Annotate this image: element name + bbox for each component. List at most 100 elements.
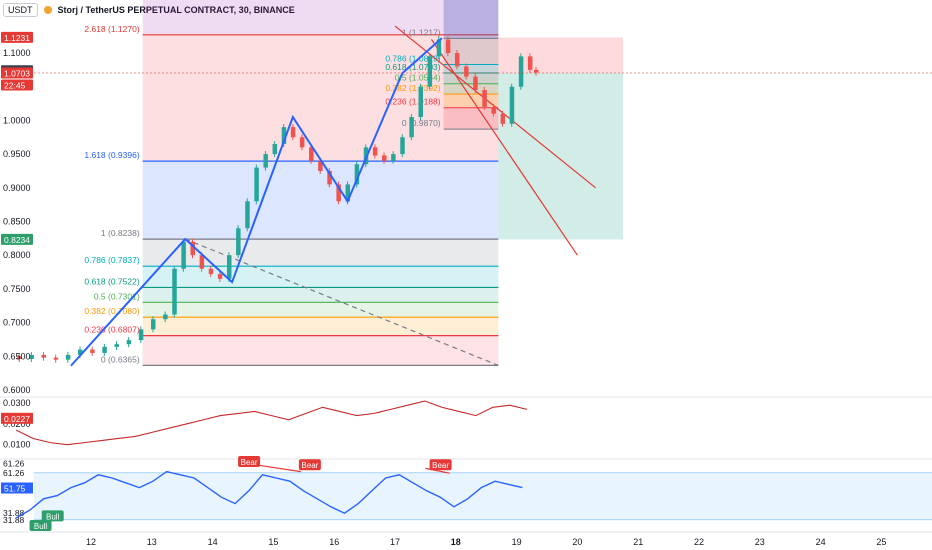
small-fib-label-4: 0.382 (1.0392)	[385, 83, 440, 93]
candle-body-49	[500, 113, 506, 124]
candle-body-47	[482, 90, 487, 107]
price-badge-2: 1.0703	[4, 69, 30, 79]
candle-body-9	[126, 340, 132, 345]
price-tick-9: 0.6000	[3, 385, 31, 395]
candle-body-18	[217, 274, 223, 279]
candle-body-14	[181, 241, 186, 269]
fib-zone-7	[142, 335, 499, 366]
rsi-line	[15, 470, 523, 519]
candle-body-52	[527, 56, 533, 70]
time-tick-1: 13	[147, 537, 157, 547]
time-tick-6: 18	[451, 537, 461, 547]
candle-body-38	[400, 137, 405, 155]
candle-body-1	[29, 354, 34, 359]
indicator-badge-bg	[1, 412, 33, 424]
price-badge-0: 1.1231	[4, 33, 30, 43]
symbol-logo-icon	[43, 6, 52, 14]
time-tick-11: 23	[755, 537, 765, 547]
price-tick-7: 0.7000	[3, 318, 31, 328]
price-tick-8: 0.6500	[3, 351, 31, 361]
rsi-tick-0: 61.26	[3, 459, 25, 469]
small-fib-zone-3	[443, 83, 499, 94]
time-tick-3: 15	[268, 537, 278, 547]
candle-body-46	[473, 76, 478, 91]
symbol-title[interactable]: Storj / TetherUS PERPETUAL CONTRACT, 30,…	[57, 5, 295, 15]
small-fib-zone-0	[443, 38, 499, 65]
signal-badge-bg-2	[238, 456, 261, 467]
candle-body-42	[436, 39, 442, 57]
indicator-tick-0: 0.0300	[3, 398, 31, 408]
candle-body-39	[409, 117, 414, 138]
candle-body-45	[464, 66, 469, 77]
indicator-badge: 0.0227	[4, 414, 30, 424]
position-target-zone	[498, 73, 623, 240]
rsi-badge-bg	[1, 482, 33, 494]
bear-divergence-line-2	[425, 467, 450, 474]
time-tick-2: 14	[208, 537, 218, 547]
rsi-band	[34, 472, 932, 520]
fib-zone-6	[142, 317, 499, 336]
candle-body-36	[382, 155, 387, 161]
fib-label-1: 1.618 (0.9396)	[84, 150, 139, 160]
fib-label-6: 0.382 (0.7080)	[84, 306, 139, 316]
candle-body-30	[327, 170, 332, 185]
signal-badge-bg-3	[298, 459, 321, 471]
fib-label-7: 0.236 (0.6807)	[84, 325, 139, 335]
candle-body-26	[290, 127, 296, 138]
chart-header: USDT Storj / TetherUS PERPETUAL CONTRACT…	[3, 3, 295, 17]
candle-body-4	[65, 354, 71, 360]
fib-zone-3	[142, 266, 499, 288]
fib-label-4: 0.618 (0.7522)	[84, 276, 139, 286]
small-fib-label-5: 0.236 (1.0188)	[385, 97, 440, 107]
price-badge-bg-4	[1, 233, 33, 245]
price-tick-2: 0.9500	[3, 149, 31, 159]
price-badge-3: 22:45	[4, 81, 26, 91]
currency-badge[interactable]: USDT	[3, 3, 38, 17]
candle-body-29	[318, 160, 323, 171]
time-tick-13: 25	[876, 537, 886, 547]
small-fib-zone-4	[443, 93, 499, 108]
candle-body-15	[190, 241, 195, 256]
indicator-tick-1: 0.0200	[3, 419, 31, 429]
signal-badge-bg-1	[41, 510, 64, 522]
candle-body-28	[309, 147, 314, 161]
indicator-line	[15, 400, 528, 446]
candle-body-43	[445, 39, 451, 53]
time-tick-8: 20	[572, 537, 582, 547]
candle-body-19	[226, 255, 232, 279]
candle-body-33	[354, 164, 360, 185]
candle-body-7	[102, 346, 107, 353]
candle-body-21	[245, 201, 250, 229]
small-fib-zone-1	[443, 64, 499, 74]
candle-body-11	[150, 319, 156, 330]
time-tick-0: 12	[86, 537, 96, 547]
fib-zone-5	[142, 302, 499, 318]
candle-body-37	[391, 154, 396, 161]
fib-label-8: 0 (0.6365)	[101, 354, 140, 364]
small-fib-label-2: 0.618 (1.0703)	[385, 62, 440, 72]
position-stop-zone	[498, 37, 623, 74]
small-fib-label-0: 1 (1.1217)	[402, 27, 441, 37]
candle-body-22	[254, 167, 259, 202]
candle-body-16	[199, 255, 205, 269]
candle-body-12	[163, 314, 168, 320]
candle-body-24	[272, 143, 278, 155]
candle-body-20	[236, 228, 241, 256]
rsi-badge: 51.75	[4, 484, 26, 494]
fib-label-3: 0.786 (0.7837)	[84, 255, 139, 265]
signal-badge-bg-0	[29, 520, 52, 531]
price-badge-bg-0	[1, 31, 33, 43]
signal-badge-3: Bear	[301, 461, 318, 470]
price-tick-1: 1.0000	[3, 115, 31, 125]
channel-line-lower	[430, 39, 578, 256]
small-fib-label-6: 0 (0.9870)	[402, 118, 441, 128]
signal-badge-4: Bear	[432, 461, 449, 470]
candle-body-0	[17, 356, 22, 359]
candle-body-3	[53, 357, 59, 360]
price-tick-0: 1.1000	[3, 48, 31, 58]
candle-body-25	[281, 127, 287, 144]
fib-label-2: 1 (0.8238)	[101, 228, 140, 238]
candle-body-40	[418, 86, 423, 118]
candle-body-53	[534, 69, 539, 73]
